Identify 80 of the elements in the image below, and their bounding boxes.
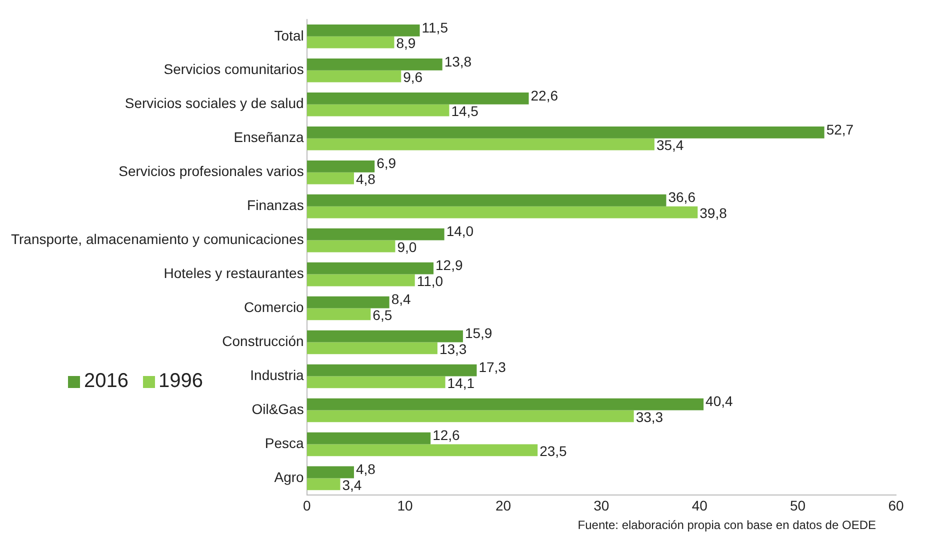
- bar: [306, 206, 698, 218]
- bar: [306, 92, 529, 104]
- data-label: 14,5: [451, 103, 479, 120]
- bar: [306, 126, 824, 138]
- y-tick-label: Servicios sociales y de salud: [124, 95, 304, 112]
- y-tick-label: Transporte, almacenamiento y comunicaciones: [10, 231, 304, 248]
- bar: [306, 478, 340, 490]
- bar: [306, 240, 396, 252]
- bar: [306, 330, 463, 342]
- data-label: 4,8: [356, 461, 376, 478]
- bar: [306, 138, 654, 150]
- data-label: 14,1: [447, 375, 475, 392]
- data-label: 39,8: [700, 205, 728, 222]
- legend-label: 2016: [84, 370, 128, 393]
- data-label: 13,3: [439, 341, 467, 358]
- x-tick-label: 20: [495, 497, 512, 514]
- y-tick-label: Agro: [274, 469, 304, 486]
- bar: [306, 58, 442, 70]
- y-tick-label: Oil&Gas: [252, 401, 304, 418]
- data-label: 12,9: [436, 257, 463, 274]
- bar: [306, 444, 538, 456]
- bar: [306, 342, 438, 354]
- data-label: 52,7: [826, 121, 854, 138]
- y-tick-label: Enseñanza: [234, 129, 304, 146]
- bar: [306, 70, 402, 82]
- y-tick-label: Total: [274, 27, 304, 44]
- data-label: 6,9: [376, 155, 396, 172]
- y-tick-label: Servicios comunitarios: [164, 61, 304, 78]
- bar: [306, 160, 375, 172]
- bar: [306, 398, 704, 410]
- x-tick-label: 10: [397, 497, 414, 514]
- data-label: 6,5: [372, 307, 392, 324]
- bar: [306, 410, 634, 422]
- data-label: 23,5: [540, 443, 568, 460]
- bar: [306, 432, 431, 444]
- x-tick-label: 40: [692, 497, 708, 514]
- bar: [306, 228, 444, 240]
- data-label: 9,6: [403, 69, 423, 86]
- y-tick-label: Industria: [250, 367, 304, 384]
- bar: [306, 376, 446, 388]
- bar: [306, 36, 394, 48]
- y-tick-label: Comercio: [244, 299, 304, 316]
- data-label: 3,4: [342, 477, 362, 494]
- data-label: 4,8: [356, 171, 376, 188]
- data-label: 36,6: [668, 189, 696, 206]
- y-tick-label: Finanzas: [247, 197, 304, 214]
- data-label: 11,0: [416, 273, 444, 290]
- data-label: 14,0: [446, 223, 474, 240]
- y-tick-label: Construcción: [222, 333, 304, 350]
- y-tick-label: Servicios profesionales varios: [118, 163, 304, 180]
- y-tick-label: Hoteles y restaurantes: [164, 265, 304, 282]
- data-label: 9,0: [397, 239, 417, 256]
- bar: [306, 262, 434, 274]
- x-tick-label: 50: [790, 497, 806, 514]
- legend-label: 1996: [158, 370, 203, 393]
- data-label: 17,3: [478, 359, 506, 376]
- bar: [306, 274, 415, 286]
- data-label: 13,8: [444, 53, 472, 70]
- data-label: 33,3: [636, 409, 664, 426]
- bar: [306, 172, 354, 184]
- x-tick-label: 60: [888, 497, 904, 514]
- data-label: 8,4: [391, 291, 411, 308]
- y-tick-label: Pesca: [264, 435, 304, 452]
- source-note: Fuente: elaboración propia con base en datos de OEDE: [576, 518, 877, 532]
- bar: [306, 364, 477, 376]
- bar: [306, 308, 371, 320]
- bar: [306, 194, 666, 206]
- bar: [306, 296, 390, 308]
- data-label: 15,9: [464, 325, 492, 342]
- data-label: 11,5: [422, 19, 448, 36]
- x-tick-label: 30: [594, 497, 610, 514]
- bar: [306, 24, 420, 36]
- data-label: 8,9: [396, 35, 416, 52]
- bar: [306, 104, 450, 116]
- data-label: 40,4: [706, 393, 734, 410]
- x-tick-label: 0: [302, 497, 311, 514]
- data-label: 12,6: [432, 427, 460, 444]
- data-label: 35,4: [656, 137, 684, 154]
- data-label: 22,6: [530, 87, 558, 104]
- bar: [306, 466, 354, 478]
